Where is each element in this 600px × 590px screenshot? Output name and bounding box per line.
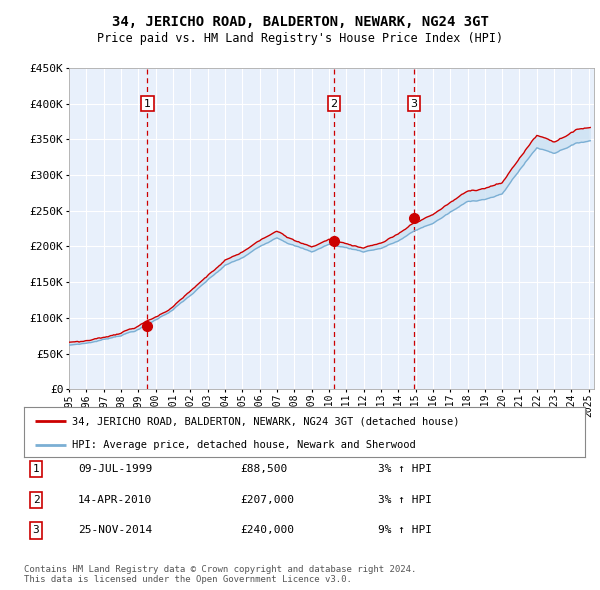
Text: 1: 1 [144, 99, 151, 109]
Text: 25-NOV-2014: 25-NOV-2014 [78, 526, 152, 535]
Text: 34, JERICHO ROAD, BALDERTON, NEWARK, NG24 3GT (detached house): 34, JERICHO ROAD, BALDERTON, NEWARK, NG2… [71, 416, 459, 426]
Text: HPI: Average price, detached house, Newark and Sherwood: HPI: Average price, detached house, Newa… [71, 440, 415, 450]
Text: £240,000: £240,000 [240, 526, 294, 535]
Text: 09-JUL-1999: 09-JUL-1999 [78, 464, 152, 474]
Text: 9% ↑ HPI: 9% ↑ HPI [378, 526, 432, 535]
Text: 34, JERICHO ROAD, BALDERTON, NEWARK, NG24 3GT: 34, JERICHO ROAD, BALDERTON, NEWARK, NG2… [112, 15, 488, 29]
Text: £88,500: £88,500 [240, 464, 287, 474]
Text: 14-APR-2010: 14-APR-2010 [78, 495, 152, 504]
Text: 2: 2 [331, 99, 337, 109]
Text: £207,000: £207,000 [240, 495, 294, 504]
Text: 3% ↑ HPI: 3% ↑ HPI [378, 464, 432, 474]
Text: 3: 3 [410, 99, 418, 109]
Text: 2: 2 [32, 495, 40, 504]
Text: 3: 3 [32, 526, 40, 535]
Text: Contains HM Land Registry data © Crown copyright and database right 2024.
This d: Contains HM Land Registry data © Crown c… [24, 565, 416, 584]
Text: 1: 1 [32, 464, 40, 474]
Text: 3% ↑ HPI: 3% ↑ HPI [378, 495, 432, 504]
Text: Price paid vs. HM Land Registry's House Price Index (HPI): Price paid vs. HM Land Registry's House … [97, 32, 503, 45]
